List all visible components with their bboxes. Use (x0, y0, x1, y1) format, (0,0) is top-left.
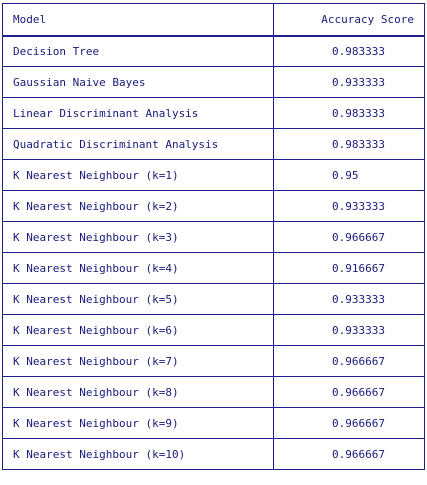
model-cell: Linear Discriminant Analysis (2, 97, 274, 129)
score-cell: 0.966667 (273, 438, 425, 470)
model-cell: K Nearest Neighbour (k=5) (2, 283, 274, 315)
model-cell: K Nearest Neighbour (k=9) (2, 407, 274, 439)
header-accuracy-score: Accuracy Score (273, 3, 425, 37)
model-cell: K Nearest Neighbour (k=3) (2, 221, 274, 253)
table-row: K Nearest Neighbour (k=2) 0.933333 (2, 190, 425, 222)
score-cell: 0.916667 (273, 252, 425, 284)
table-row: Gaussian Naive Bayes 0.933333 (2, 66, 425, 98)
score-cell: 0.966667 (273, 407, 425, 439)
table-body: Decision Tree 0.983333 Gaussian Naive Ba… (2, 35, 425, 470)
score-cell: 0.933333 (273, 66, 425, 98)
model-cell: K Nearest Neighbour (k=6) (2, 314, 274, 346)
accuracy-table: Model Accuracy Score Decision Tree 0.983… (2, 3, 425, 470)
score-cell: 0.983333 (273, 128, 425, 160)
score-cell: 0.966667 (273, 221, 425, 253)
score-cell: 0.95 (273, 159, 425, 191)
table-row: K Nearest Neighbour (k=9) 0.966667 (2, 407, 425, 439)
table-row: K Nearest Neighbour (k=5) 0.933333 (2, 283, 425, 315)
table-row: K Nearest Neighbour (k=7) 0.966667 (2, 345, 425, 377)
table-row: Linear Discriminant Analysis 0.983333 (2, 97, 425, 129)
table-row: K Nearest Neighbour (k=10) 0.966667 (2, 438, 425, 470)
table-row: K Nearest Neighbour (k=1) 0.95 (2, 159, 425, 191)
score-cell: 0.983333 (273, 35, 425, 67)
table-row: Decision Tree 0.983333 (2, 35, 425, 67)
table-row: Quadratic Discriminant Analysis 0.983333 (2, 128, 425, 160)
table-row: K Nearest Neighbour (k=8) 0.966667 (2, 376, 425, 408)
model-cell: K Nearest Neighbour (k=7) (2, 345, 274, 377)
model-cell: Quadratic Discriminant Analysis (2, 128, 274, 160)
score-cell: 0.933333 (273, 314, 425, 346)
score-cell: 0.983333 (273, 97, 425, 129)
results-table-container: Model Accuracy Score Decision Tree 0.983… (2, 3, 425, 470)
score-cell: 0.966667 (273, 376, 425, 408)
score-cell: 0.933333 (273, 283, 425, 315)
model-cell: K Nearest Neighbour (k=4) (2, 252, 274, 284)
score-cell: 0.933333 (273, 190, 425, 222)
model-cell: K Nearest Neighbour (k=2) (2, 190, 274, 222)
score-cell: 0.966667 (273, 345, 425, 377)
model-cell: K Nearest Neighbour (k=8) (2, 376, 274, 408)
table-header: Model Accuracy Score (2, 3, 425, 37)
table-row: K Nearest Neighbour (k=3) 0.966667 (2, 221, 425, 253)
model-cell: K Nearest Neighbour (k=10) (2, 438, 274, 470)
model-cell: Gaussian Naive Bayes (2, 66, 274, 98)
table-row: K Nearest Neighbour (k=4) 0.916667 (2, 252, 425, 284)
model-cell: Decision Tree (2, 35, 274, 67)
table-row: K Nearest Neighbour (k=6) 0.933333 (2, 314, 425, 346)
model-cell: K Nearest Neighbour (k=1) (2, 159, 274, 191)
header-model: Model (2, 3, 274, 37)
header-row: Model Accuracy Score (2, 3, 425, 37)
